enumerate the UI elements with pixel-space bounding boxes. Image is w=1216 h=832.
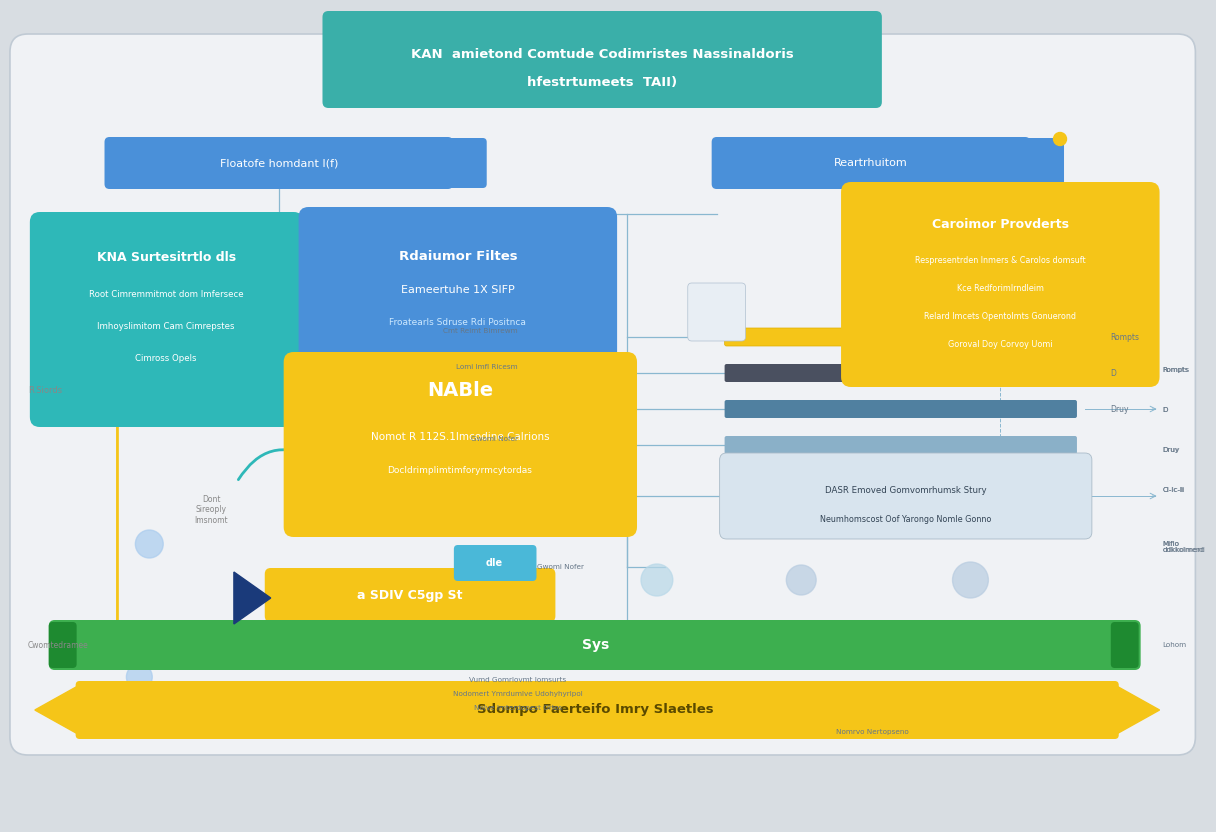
FancyBboxPatch shape [711, 137, 1030, 189]
Text: Mifio
ddkkolmerd: Mifio ddkkolmerd [1162, 541, 1204, 553]
Text: hfestrtumeets  TAII): hfestrtumeets TAII) [527, 76, 677, 88]
Circle shape [135, 530, 163, 558]
Text: D: D [1162, 407, 1169, 413]
Text: Neumhomscost Oof Yarongo Nomle Gonno: Neumhomscost Oof Yarongo Nomle Gonno [820, 516, 991, 524]
Text: Gwomi Nofer: Gwomi Nofer [537, 564, 585, 570]
Circle shape [787, 565, 816, 595]
FancyBboxPatch shape [444, 138, 486, 188]
FancyBboxPatch shape [75, 681, 1119, 739]
Text: Rompts: Rompts [1162, 367, 1189, 373]
Text: Gwomi Nofer: Gwomi Nofer [471, 436, 518, 442]
Text: Eameertuhe 1X SIFP: Eameertuhe 1X SIFP [401, 285, 514, 295]
Text: Druy: Druy [1162, 447, 1180, 453]
Circle shape [641, 564, 672, 596]
Text: Druy: Druy [1110, 404, 1128, 414]
FancyBboxPatch shape [49, 622, 77, 668]
Polygon shape [233, 572, 271, 624]
Text: Vumd Gomrlovmt Iomsurts: Vumd Gomrlovmt Iomsurts [469, 677, 567, 683]
Text: Rompts: Rompts [1110, 333, 1139, 341]
FancyBboxPatch shape [283, 352, 637, 537]
FancyBboxPatch shape [688, 283, 745, 341]
Text: R.Siords: R.Siords [28, 385, 62, 394]
FancyBboxPatch shape [725, 328, 1077, 346]
Text: Imhoyslimitom Cam Cimrepstes: Imhoyslimitom Cam Cimrepstes [97, 321, 235, 330]
FancyBboxPatch shape [10, 34, 1195, 755]
Text: KNA Surtesitrtlo dls: KNA Surtesitrtlo dls [96, 250, 236, 264]
Polygon shape [35, 685, 79, 735]
Text: Cwomtedramee: Cwomtedramee [28, 641, 89, 650]
Text: Cimross Opels: Cimross Opels [135, 354, 197, 363]
Text: Lomi Imfl Ricesm: Lomi Imfl Ricesm [456, 364, 518, 370]
Text: Relard Imcets Opentolmts Gonuerond: Relard Imcets Opentolmts Gonuerond [924, 311, 1076, 320]
Text: Kce Redforimlrndleim: Kce Redforimlrndleim [957, 284, 1043, 293]
FancyBboxPatch shape [30, 212, 304, 427]
Text: D: D [1162, 407, 1167, 413]
Text: Sys: Sys [581, 638, 609, 652]
Text: Ci-Ic-Ii: Ci-Ic-Ii [1162, 487, 1184, 493]
Circle shape [126, 664, 152, 690]
Text: Sdompo Faerteifo Imry Slaetles: Sdompo Faerteifo Imry Slaetles [477, 704, 714, 716]
Text: Dont
Sireoply
Imsnomt: Dont Sireoply Imsnomt [195, 495, 227, 525]
Text: Nolve Imterdopest Orlos: Nolve Imterdopest Orlos [473, 705, 562, 711]
Text: KAN  amietond Comtude Codimristes Nassinaldoris: KAN amietond Comtude Codimristes Nassina… [411, 47, 794, 61]
Circle shape [952, 562, 989, 598]
Text: Rompts: Rompts [1162, 367, 1189, 373]
Text: Lohom: Lohom [1162, 642, 1187, 648]
Text: Rdaiumor Filtes: Rdaiumor Filtes [399, 250, 517, 263]
Text: Cmt Reimt Bimrewm: Cmt Reimt Bimrewm [443, 328, 518, 334]
FancyBboxPatch shape [299, 207, 617, 362]
Text: Froatearls Sdruse Rdi Positnca: Froatearls Sdruse Rdi Positnca [389, 318, 527, 326]
Text: DASR Emoved Gomvomrhumsk Stury: DASR Emoved Gomvomrhumsk Stury [824, 486, 986, 494]
FancyBboxPatch shape [841, 182, 1160, 387]
Text: Goroval Doy Corvoy Uomi: Goroval Doy Corvoy Uomi [948, 339, 1053, 349]
Text: dle: dle [486, 558, 503, 568]
Text: Druy: Druy [1162, 447, 1180, 453]
Polygon shape [1115, 685, 1160, 735]
FancyBboxPatch shape [322, 11, 882, 108]
Text: Caroimor Provderts: Caroimor Provderts [931, 217, 1069, 230]
Text: Nomrvo Nertopseno: Nomrvo Nertopseno [837, 729, 908, 735]
Text: Respresentrden Inmers & Carolos domsuft: Respresentrden Inmers & Carolos domsuft [914, 255, 1086, 265]
Text: Reartrhuitom: Reartrhuitom [834, 158, 908, 168]
FancyBboxPatch shape [105, 137, 452, 189]
FancyBboxPatch shape [265, 568, 556, 622]
FancyBboxPatch shape [725, 364, 1077, 382]
Text: Root Cimremmitmot dom Imfersece: Root Cimremmitmot dom Imfersece [89, 290, 243, 299]
FancyBboxPatch shape [454, 545, 536, 581]
Text: Mifio
ddkkolmerd: Mifio ddkkolmerd [1162, 541, 1205, 553]
Text: a SDIV C5gp St: a SDIV C5gp St [358, 588, 463, 602]
Text: Nomot R 112S.1Imcodine Calrions: Nomot R 112S.1Imcodine Calrions [371, 432, 550, 442]
FancyBboxPatch shape [725, 400, 1077, 418]
Text: D: D [1110, 369, 1115, 378]
Text: Nodomert Ymrdumlve Udohyhyrlpol: Nodomert Ymrdumlve Udohyhyrlpol [452, 691, 582, 697]
Text: NABle: NABle [427, 380, 492, 399]
FancyBboxPatch shape [720, 453, 1092, 539]
FancyBboxPatch shape [725, 436, 1077, 454]
Text: Floatofe homdant I(f): Floatofe homdant I(f) [220, 158, 338, 168]
FancyBboxPatch shape [1110, 622, 1138, 668]
FancyBboxPatch shape [1021, 138, 1064, 188]
FancyBboxPatch shape [49, 620, 1141, 670]
Circle shape [1053, 132, 1066, 146]
Text: Ci-Ic-Ii: Ci-Ic-Ii [1162, 487, 1186, 493]
Text: Docldrimplimtimforyrmcytordas: Docldrimplimtimforyrmcytordas [388, 465, 533, 474]
